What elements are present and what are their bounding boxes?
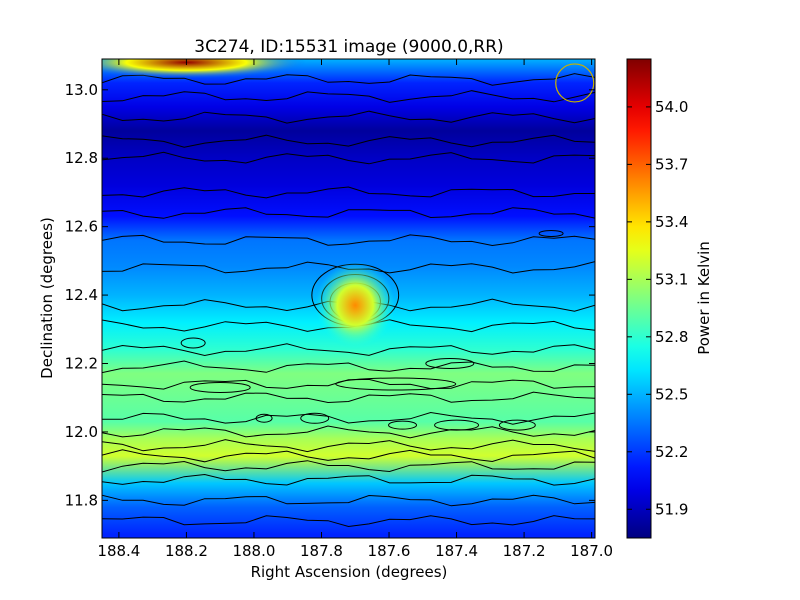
- contour-island: [189, 381, 251, 393]
- contour-island: [335, 377, 457, 391]
- contour-line: [102, 207, 595, 219]
- x-tick-label: 187.6: [368, 542, 411, 560]
- colorbar-tick-label: 54.0: [655, 98, 688, 116]
- x-tick-label: 188.4: [97, 542, 140, 560]
- colorbar-tick-label: 52.5: [655, 385, 688, 403]
- x-tick-label: 187.4: [435, 542, 478, 560]
- contour-line: [102, 460, 595, 473]
- contour-line: [102, 151, 595, 165]
- contour-island: [300, 412, 330, 424]
- top-band: [102, 59, 307, 79]
- peak-blob: [315, 261, 396, 350]
- contour-line: [102, 134, 595, 148]
- contour-line: [102, 473, 595, 486]
- contour-island: [498, 419, 536, 431]
- contour-line: [102, 234, 595, 247]
- y-tick-label: 13.0: [65, 81, 98, 99]
- contour-line: [102, 343, 595, 357]
- y-tick-label: 12.6: [65, 218, 98, 236]
- contour-island: [538, 229, 564, 237]
- contour-island: [425, 358, 475, 370]
- y-tick-label: 12.0: [65, 423, 98, 441]
- x-tick-label: 187.8: [300, 542, 343, 560]
- heatmap-features: [102, 59, 595, 350]
- y-tick-label: 12.8: [65, 149, 98, 167]
- contour-island: [434, 419, 480, 431]
- contour-line: [102, 391, 595, 404]
- contour-line: [102, 425, 595, 439]
- beam-circle: [555, 63, 595, 103]
- x-tick-label: 188.0: [232, 542, 275, 560]
- colorbar-tick-label: 53.1: [655, 270, 688, 288]
- contour-line: [102, 90, 595, 103]
- contour-line: [102, 378, 595, 390]
- colorbar-tick-label: 53.7: [655, 155, 688, 173]
- x-tick-label: 187.2: [503, 542, 546, 560]
- colorbar-tick-label: 52.8: [655, 328, 688, 346]
- y-tick-label: 12.2: [65, 355, 98, 373]
- x-tick-label: 187.0: [570, 542, 613, 560]
- contour-island: [388, 420, 418, 430]
- y-tick-label: 12.4: [65, 286, 98, 304]
- contour-line: [102, 494, 595, 507]
- colorbar-ticks: 51.9 52.2 52.5 52.8 53.1 53.4 53.7 54.0: [627, 98, 688, 518]
- y-tick-label: 11.8: [65, 491, 98, 509]
- colorbar-frame: [626, 58, 652, 539]
- chart-title: 3C274, ID:15531 image (9000.0,RR): [194, 37, 503, 57]
- contour-line: [102, 439, 595, 453]
- colorbar-tick-label: 51.9: [655, 500, 688, 518]
- colorbar-label: Power in Kelvin: [695, 241, 713, 355]
- contour-line: [102, 360, 595, 374]
- contour-island: [255, 413, 273, 423]
- colorbar: 51.9 52.2 52.5 52.8 53.1 53.4 53.7 54.0 Power i…: [626, 58, 713, 539]
- contour-line: [102, 110, 595, 124]
- contour-line: [102, 515, 595, 528]
- colorbar-tick-label: 53.4: [655, 213, 688, 231]
- plot-area: [102, 59, 595, 538]
- x-axis: 188.4 188.2 188.0 187.8 187.6 187.4 187.2 187.0: [97, 59, 613, 560]
- contour-island: [180, 337, 206, 349]
- y-axis: 11.8 12.0 12.2 12.4 12.6 12.8 13.0: [65, 81, 595, 509]
- plot-frame: [101, 58, 596, 539]
- colorbar-fill: [627, 59, 651, 538]
- x-axis-label: Right Ascension (degrees): [251, 563, 448, 581]
- colorbar-tick-label: 52.2: [655, 443, 688, 461]
- contour-line: [102, 411, 595, 425]
- contour-line: [102, 186, 595, 199]
- y-axis-label: Declination (degrees): [38, 217, 56, 379]
- contour-line: [102, 449, 595, 463]
- x-tick-label: 188.2: [165, 542, 208, 560]
